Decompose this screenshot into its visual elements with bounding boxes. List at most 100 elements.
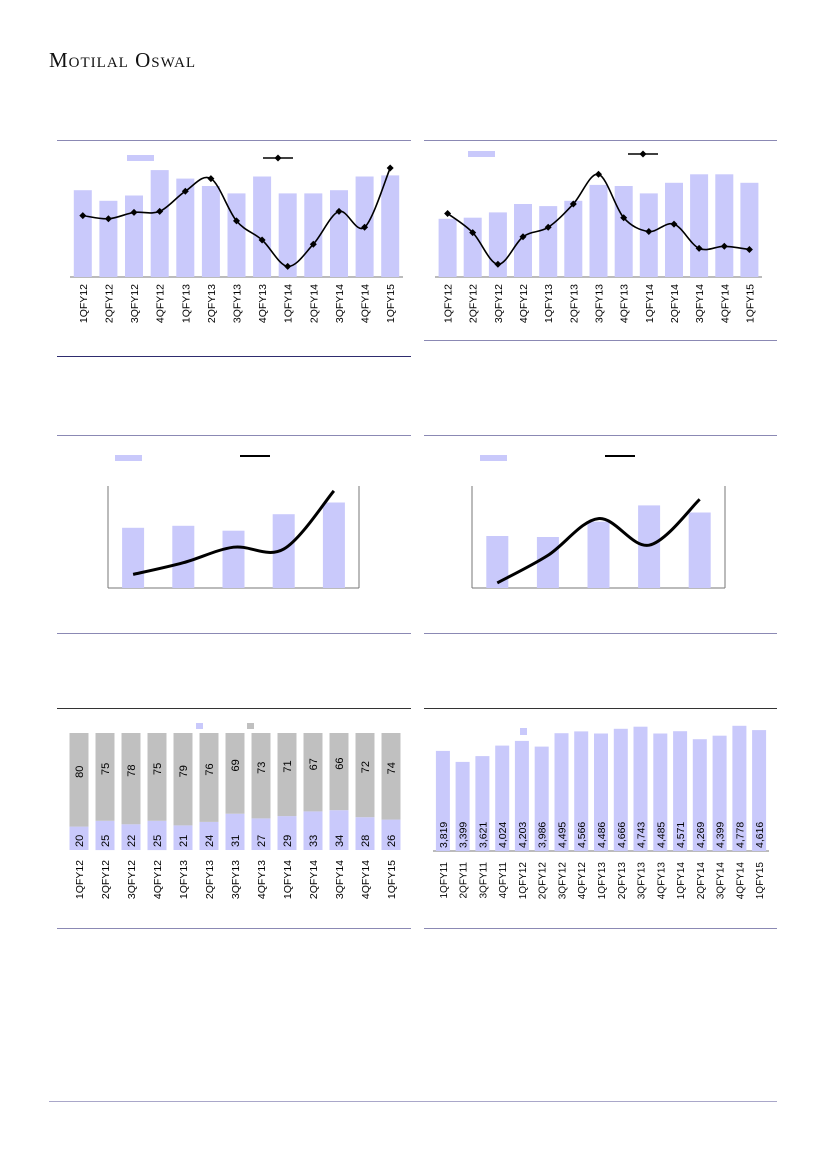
chart5-label-top-10: 66 (334, 757, 346, 769)
chart2-point-0 (444, 210, 452, 217)
chart2-point-2 (494, 260, 502, 268)
chart2-bar-0 (438, 218, 457, 277)
chart2-bar-3 (514, 204, 532, 277)
chart1-point-12 (386, 164, 394, 172)
chart5-bar-bottom-10 (329, 810, 349, 850)
chart3-bar-2 (222, 530, 245, 588)
chart2-point-5 (569, 200, 577, 208)
chart1-xtick-3: 4QFY12 (155, 284, 167, 323)
chart6-label-6: 4,495 (556, 822, 568, 848)
chart5-xtick-2: 3QFY12 (126, 860, 138, 899)
chart6-xtick-9: 2QFY13 (617, 862, 628, 900)
chart6-label-10: 4,743 (636, 822, 648, 848)
chart5-label-top-8: 71 (282, 760, 294, 772)
chart5-bar-bottom-4 (173, 825, 193, 850)
chart6-xtick-14: 3QFY14 (716, 862, 727, 900)
chart6-xtick-1: 2QFY11 (459, 862, 470, 899)
chart1-bar-0 (73, 190, 92, 277)
chart6-xtick-5: 2QFY12 (538, 862, 549, 900)
chart6-xtick-12: 1QFY14 (676, 862, 687, 900)
chart6-bar-3 (495, 745, 510, 851)
chart1-point-11 (361, 223, 369, 231)
chart1-bar-8 (278, 193, 297, 277)
chart1-point-8 (284, 262, 292, 270)
chart6-bar-15 (732, 725, 747, 851)
chart5-bar-top-9 (303, 733, 323, 812)
chart3-bar-1 (172, 525, 195, 588)
rule-chart4-top (424, 435, 777, 436)
chart2-xtick-12: 1QFY15 (744, 284, 756, 323)
chart1-point-5 (207, 175, 215, 183)
chart1-xtick-7: 4QFY13 (257, 284, 269, 323)
chart5-bar-top-12 (381, 733, 401, 820)
chart6-bar-0 (435, 750, 450, 851)
chart6-xtick-7: 4QFY12 (577, 862, 588, 900)
chart6-label-5: 3,986 (537, 822, 549, 848)
chart5-xtick-7: 4QFY13 (256, 860, 268, 899)
chart6-xtick-4: 1QFY12 (518, 862, 529, 900)
chart5-label-top-0: 80 (74, 766, 86, 778)
chart5-bar-top-3 (147, 733, 167, 821)
chart1-xtick-6: 3QFY13 (232, 284, 244, 323)
chart5-label-bottom-12: 26 (386, 835, 398, 847)
chart5-xtick-6: 3QFY13 (230, 860, 242, 899)
chart5-label-bottom-5: 24 (204, 835, 216, 847)
chart2-bar-4 (539, 206, 558, 277)
chart1-xtick-0: 1QFY12 (78, 284, 90, 323)
chart5-xtick-3: 4QFY12 (152, 860, 164, 899)
chart3-legend-bar-swatch (115, 455, 142, 461)
chart6-bar-14 (712, 735, 727, 851)
chart5-bar-bottom-2 (121, 824, 141, 850)
rule-chart1-top (57, 140, 411, 141)
chart1-point-7 (258, 236, 266, 244)
chart1-point-4 (181, 187, 189, 195)
chart5-bar-bottom-7 (251, 818, 271, 850)
chart1-bar-6 (227, 193, 246, 277)
chart5-bar-bottom-8 (277, 816, 297, 850)
chart6-label-12: 4,571 (675, 822, 687, 848)
chart2-point-4 (544, 223, 552, 231)
chart1-bar-10 (330, 190, 348, 277)
chart4-bar-2 (587, 521, 610, 588)
chart2-xtick-10: 3QFY14 (694, 284, 706, 323)
chart2-bar-5 (564, 200, 583, 277)
chart6-bar-2 (475, 756, 490, 851)
chart1-xtick-10: 3QFY14 (334, 284, 346, 323)
chart5-legend-bottom-swatch (196, 723, 203, 729)
chart2-xtick-4: 1QFY13 (543, 284, 555, 323)
chart2-point-3 (519, 233, 527, 241)
chart6-bar-8 (594, 733, 608, 851)
rule-chart3-bottom (57, 633, 411, 634)
chart5-bar-bottom-9 (303, 811, 323, 850)
rule-chart2-bottom (424, 340, 777, 341)
chart5-xtick-0: 1QFY12 (74, 860, 86, 899)
chart1-bar-5 (201, 186, 220, 277)
chart5-bar-top-7 (251, 733, 271, 819)
chart5-xtick-4: 1QFY13 (178, 860, 190, 899)
chart1-bar-9 (304, 193, 323, 277)
chart1-bar-12 (381, 175, 400, 277)
chart1-point-1 (104, 215, 112, 223)
chart2-xtick-0: 1QFY12 (443, 284, 455, 323)
chart5-bar-top-8 (277, 733, 297, 817)
chart5-label-bottom-1: 25 (100, 835, 112, 847)
chart6-bar-9 (613, 728, 628, 851)
chart6-xtick-8: 1QFY13 (597, 862, 608, 900)
chart1-xtick-4: 1QFY13 (180, 284, 192, 323)
chart5-label-top-7: 73 (256, 762, 268, 774)
chart1-xtick-1: 2QFY12 (103, 284, 115, 323)
chart5-bar-bottom-11 (355, 817, 375, 850)
chart6-label-15: 4,778 (734, 822, 746, 848)
rule-chart3-top (57, 435, 411, 436)
chart2-xtick-1: 2QFY12 (468, 284, 480, 323)
chart5-xtick-11: 4QFY14 (360, 860, 372, 899)
chart6-bar-11 (653, 733, 668, 851)
chart1-xtick-9: 2QFY14 (308, 284, 320, 323)
chart6-xtick-15: 4QFY14 (735, 862, 746, 900)
chart6-bar-12 (673, 731, 688, 851)
chart6-label-2: 3,621 (477, 822, 489, 848)
rule-chart2-top (424, 140, 777, 141)
chart2-xtick-9: 2QFY14 (669, 284, 681, 323)
chart6-xtick-10: 3QFY13 (637, 862, 648, 900)
